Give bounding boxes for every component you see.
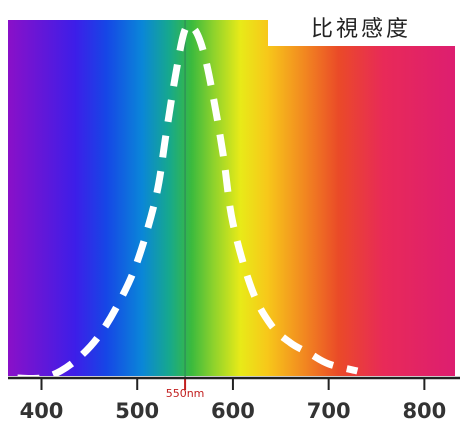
peak-marker-label: 550nm <box>166 387 205 400</box>
x-axis-ticks: 400 500 600 700 800 <box>20 378 446 423</box>
x-tick-label: 700 <box>307 399 351 423</box>
sensitivity-curve <box>17 21 359 383</box>
x-tick-label: 800 <box>402 399 446 423</box>
spectrum-band <box>8 20 455 376</box>
title-box <box>268 12 463 46</box>
x-tick-label: 500 <box>115 399 159 423</box>
x-tick-label: 400 <box>20 399 64 423</box>
x-tick-label: 600 <box>211 399 255 423</box>
chart-title: 比視感度 <box>311 17 411 42</box>
